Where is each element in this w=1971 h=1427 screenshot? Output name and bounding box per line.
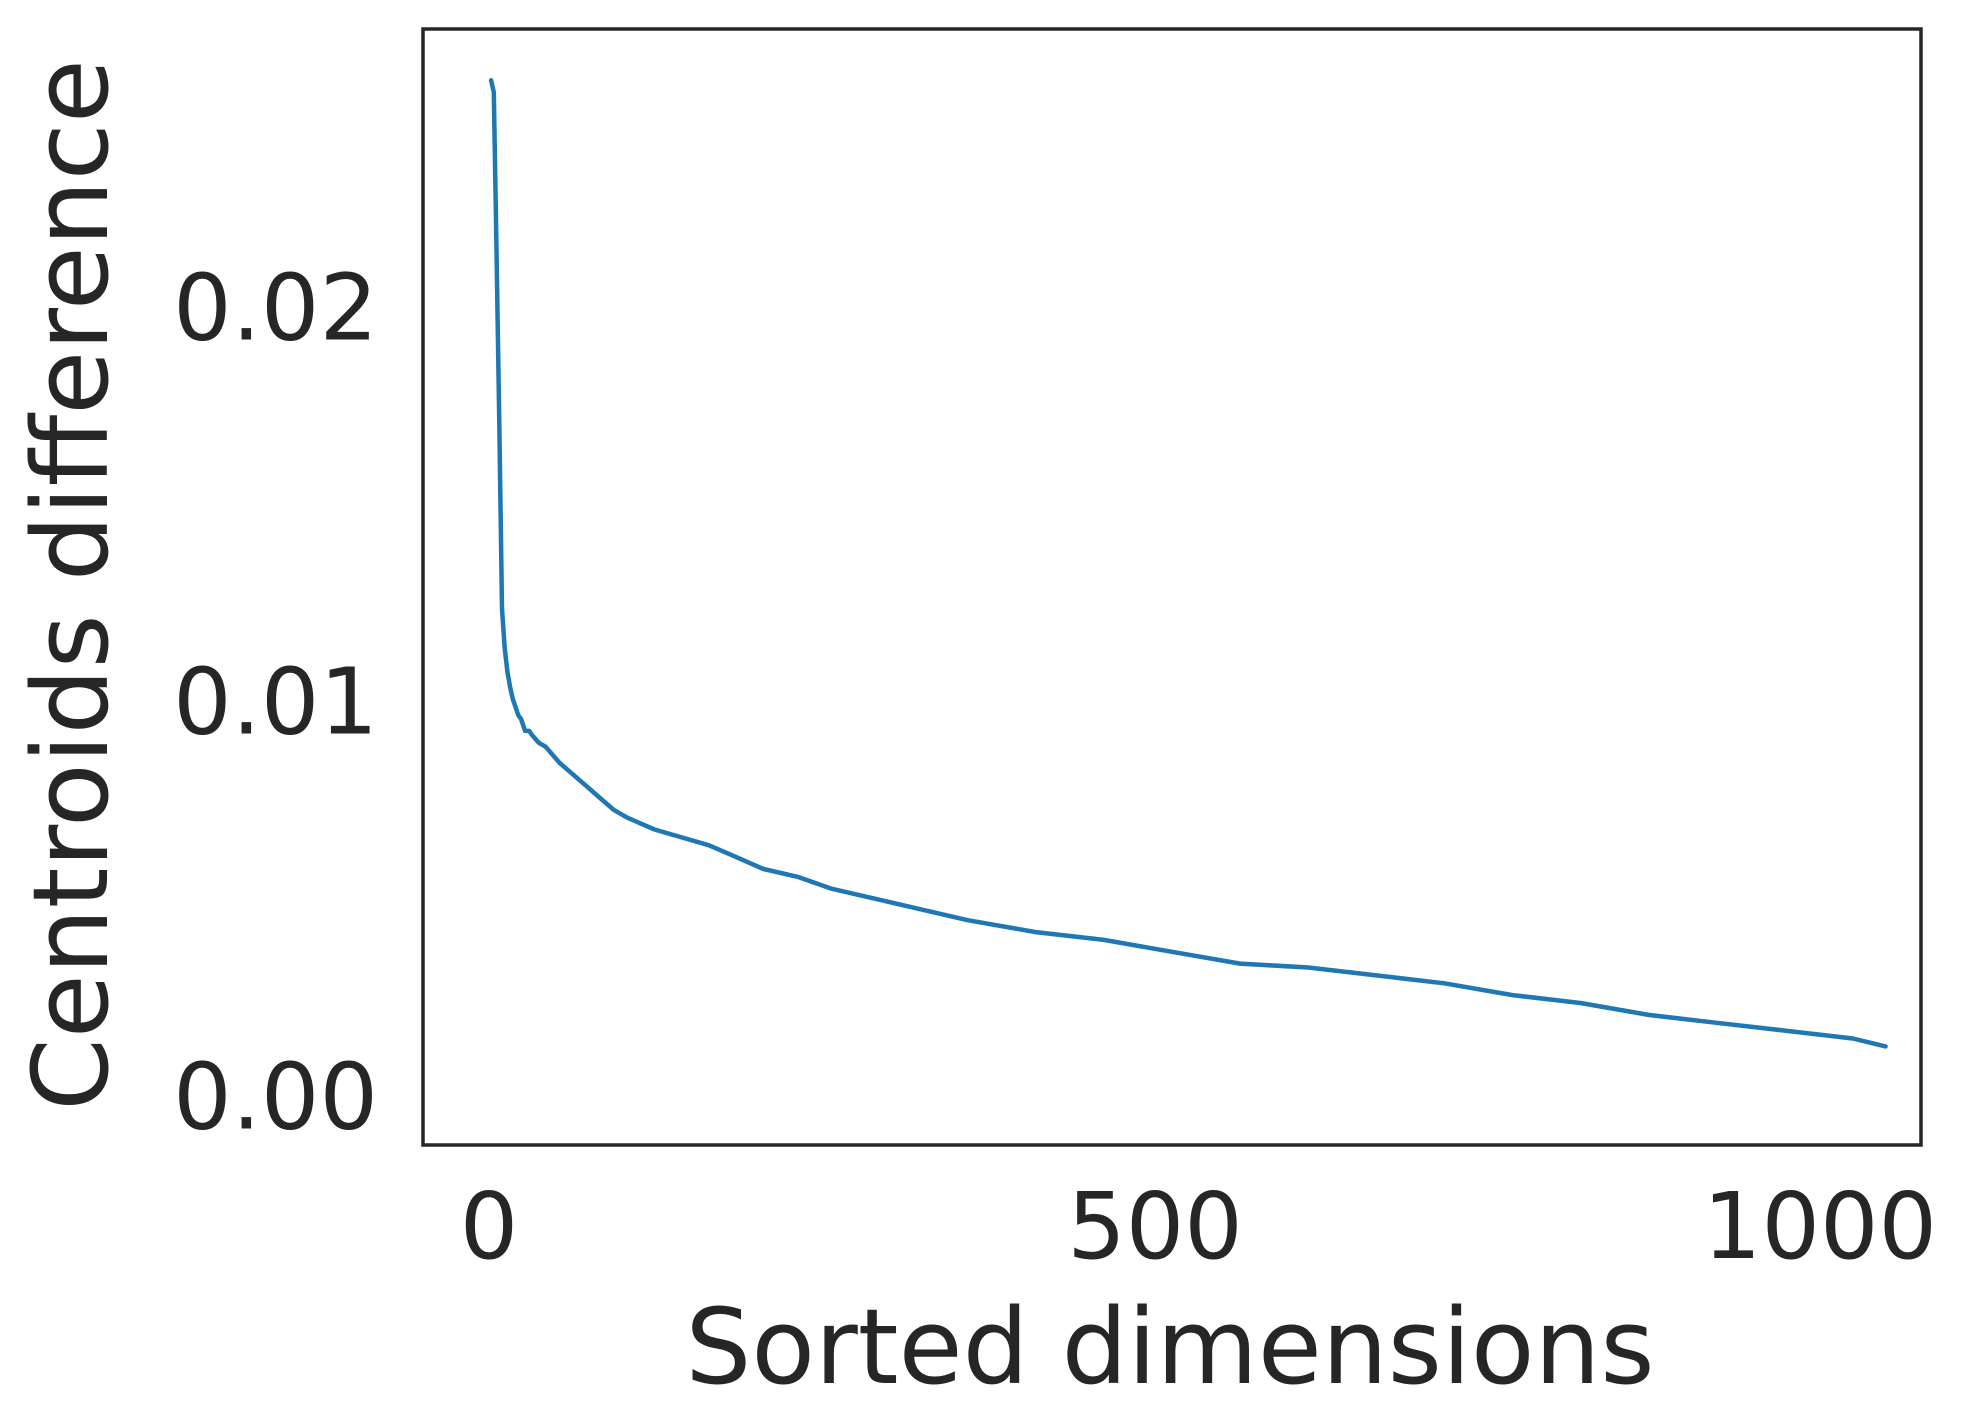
x-axis-label: Sorted dimensions bbox=[685, 1286, 1654, 1408]
plot-frame bbox=[421, 27, 1923, 1147]
y-tick-label-0: 0.00 bbox=[173, 1044, 378, 1151]
y-axis-label: Centroids difference bbox=[10, 59, 132, 1111]
series-line bbox=[488, 78, 1888, 1049]
x-tick-label-1: 500 bbox=[1067, 1173, 1243, 1280]
y-axis-ticks: 0.00 0.01 0.02 bbox=[173, 255, 378, 1151]
y-tick-label-2: 0.02 bbox=[173, 255, 378, 362]
x-tick-label-0: 0 bbox=[460, 1173, 519, 1280]
x-tick-label-2: 1000 bbox=[1703, 1173, 1937, 1280]
x-axis-ticks: 0 500 1000 bbox=[460, 1173, 1937, 1280]
y-tick-label-1: 0.01 bbox=[173, 649, 378, 756]
